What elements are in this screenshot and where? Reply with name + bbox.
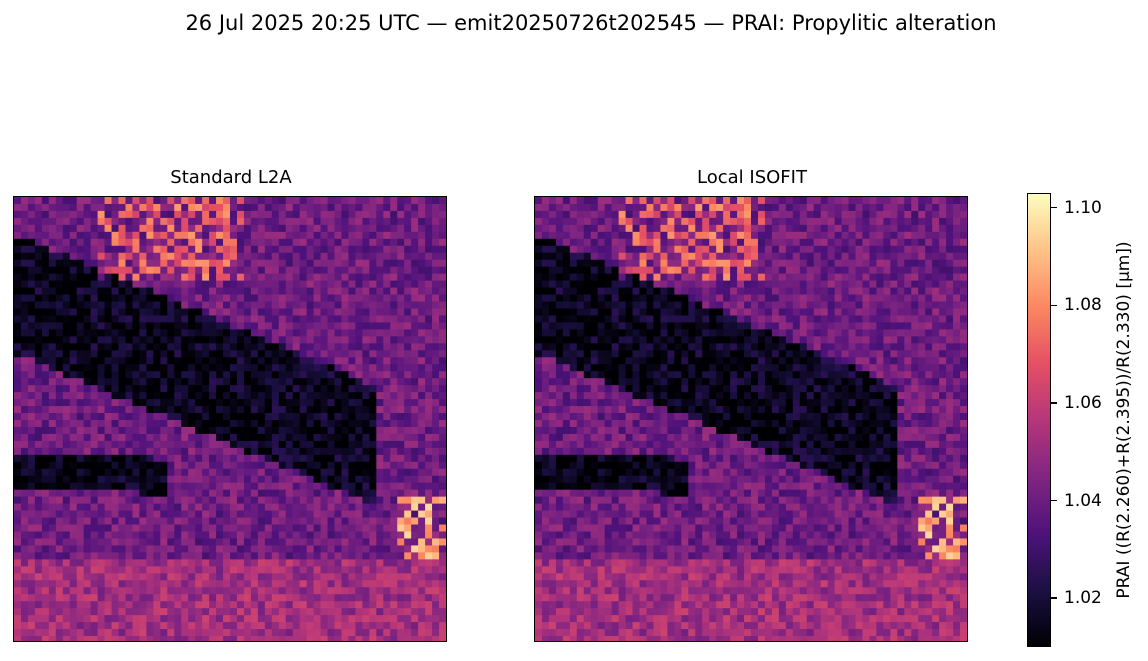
- colorbar-tick-label: 1.06: [1064, 392, 1102, 413]
- colorbar-tick-label: 1.02: [1064, 588, 1102, 609]
- colorbar-tick: [1051, 304, 1057, 307]
- colorbar: [1027, 193, 1051, 647]
- heatmap-image-standard-l2a: [14, 197, 446, 641]
- colorbar-tick: [1051, 402, 1057, 404]
- heatmap-panel-standard-l2a: [13, 196, 447, 642]
- figure-suptitle: 26 Jul 2025 20:25 UTC — emit20250726t202…: [185, 11, 997, 35]
- panel-title-local-isofit: Local ISOFIT: [697, 167, 807, 188]
- colorbar-tick: [1051, 499, 1057, 502]
- heatmap-image-local-isofit: [535, 197, 967, 641]
- heatmap-panel-local-isofit: [534, 196, 968, 642]
- colorbar-tick: [1051, 206, 1057, 209]
- panel-title-standard-l2a: Standard L2A: [170, 167, 292, 188]
- colorbar-tick-label: 1.08: [1064, 295, 1102, 316]
- colorbar-tick-label: 1.10: [1064, 197, 1102, 218]
- colorbar-tick-label: 1.04: [1064, 490, 1102, 511]
- colorbar-tick: [1051, 597, 1057, 599]
- colorbar-label: PRAI ((R(2.260)+R(2.395))/R(2.330) [µm]): [1114, 241, 1134, 599]
